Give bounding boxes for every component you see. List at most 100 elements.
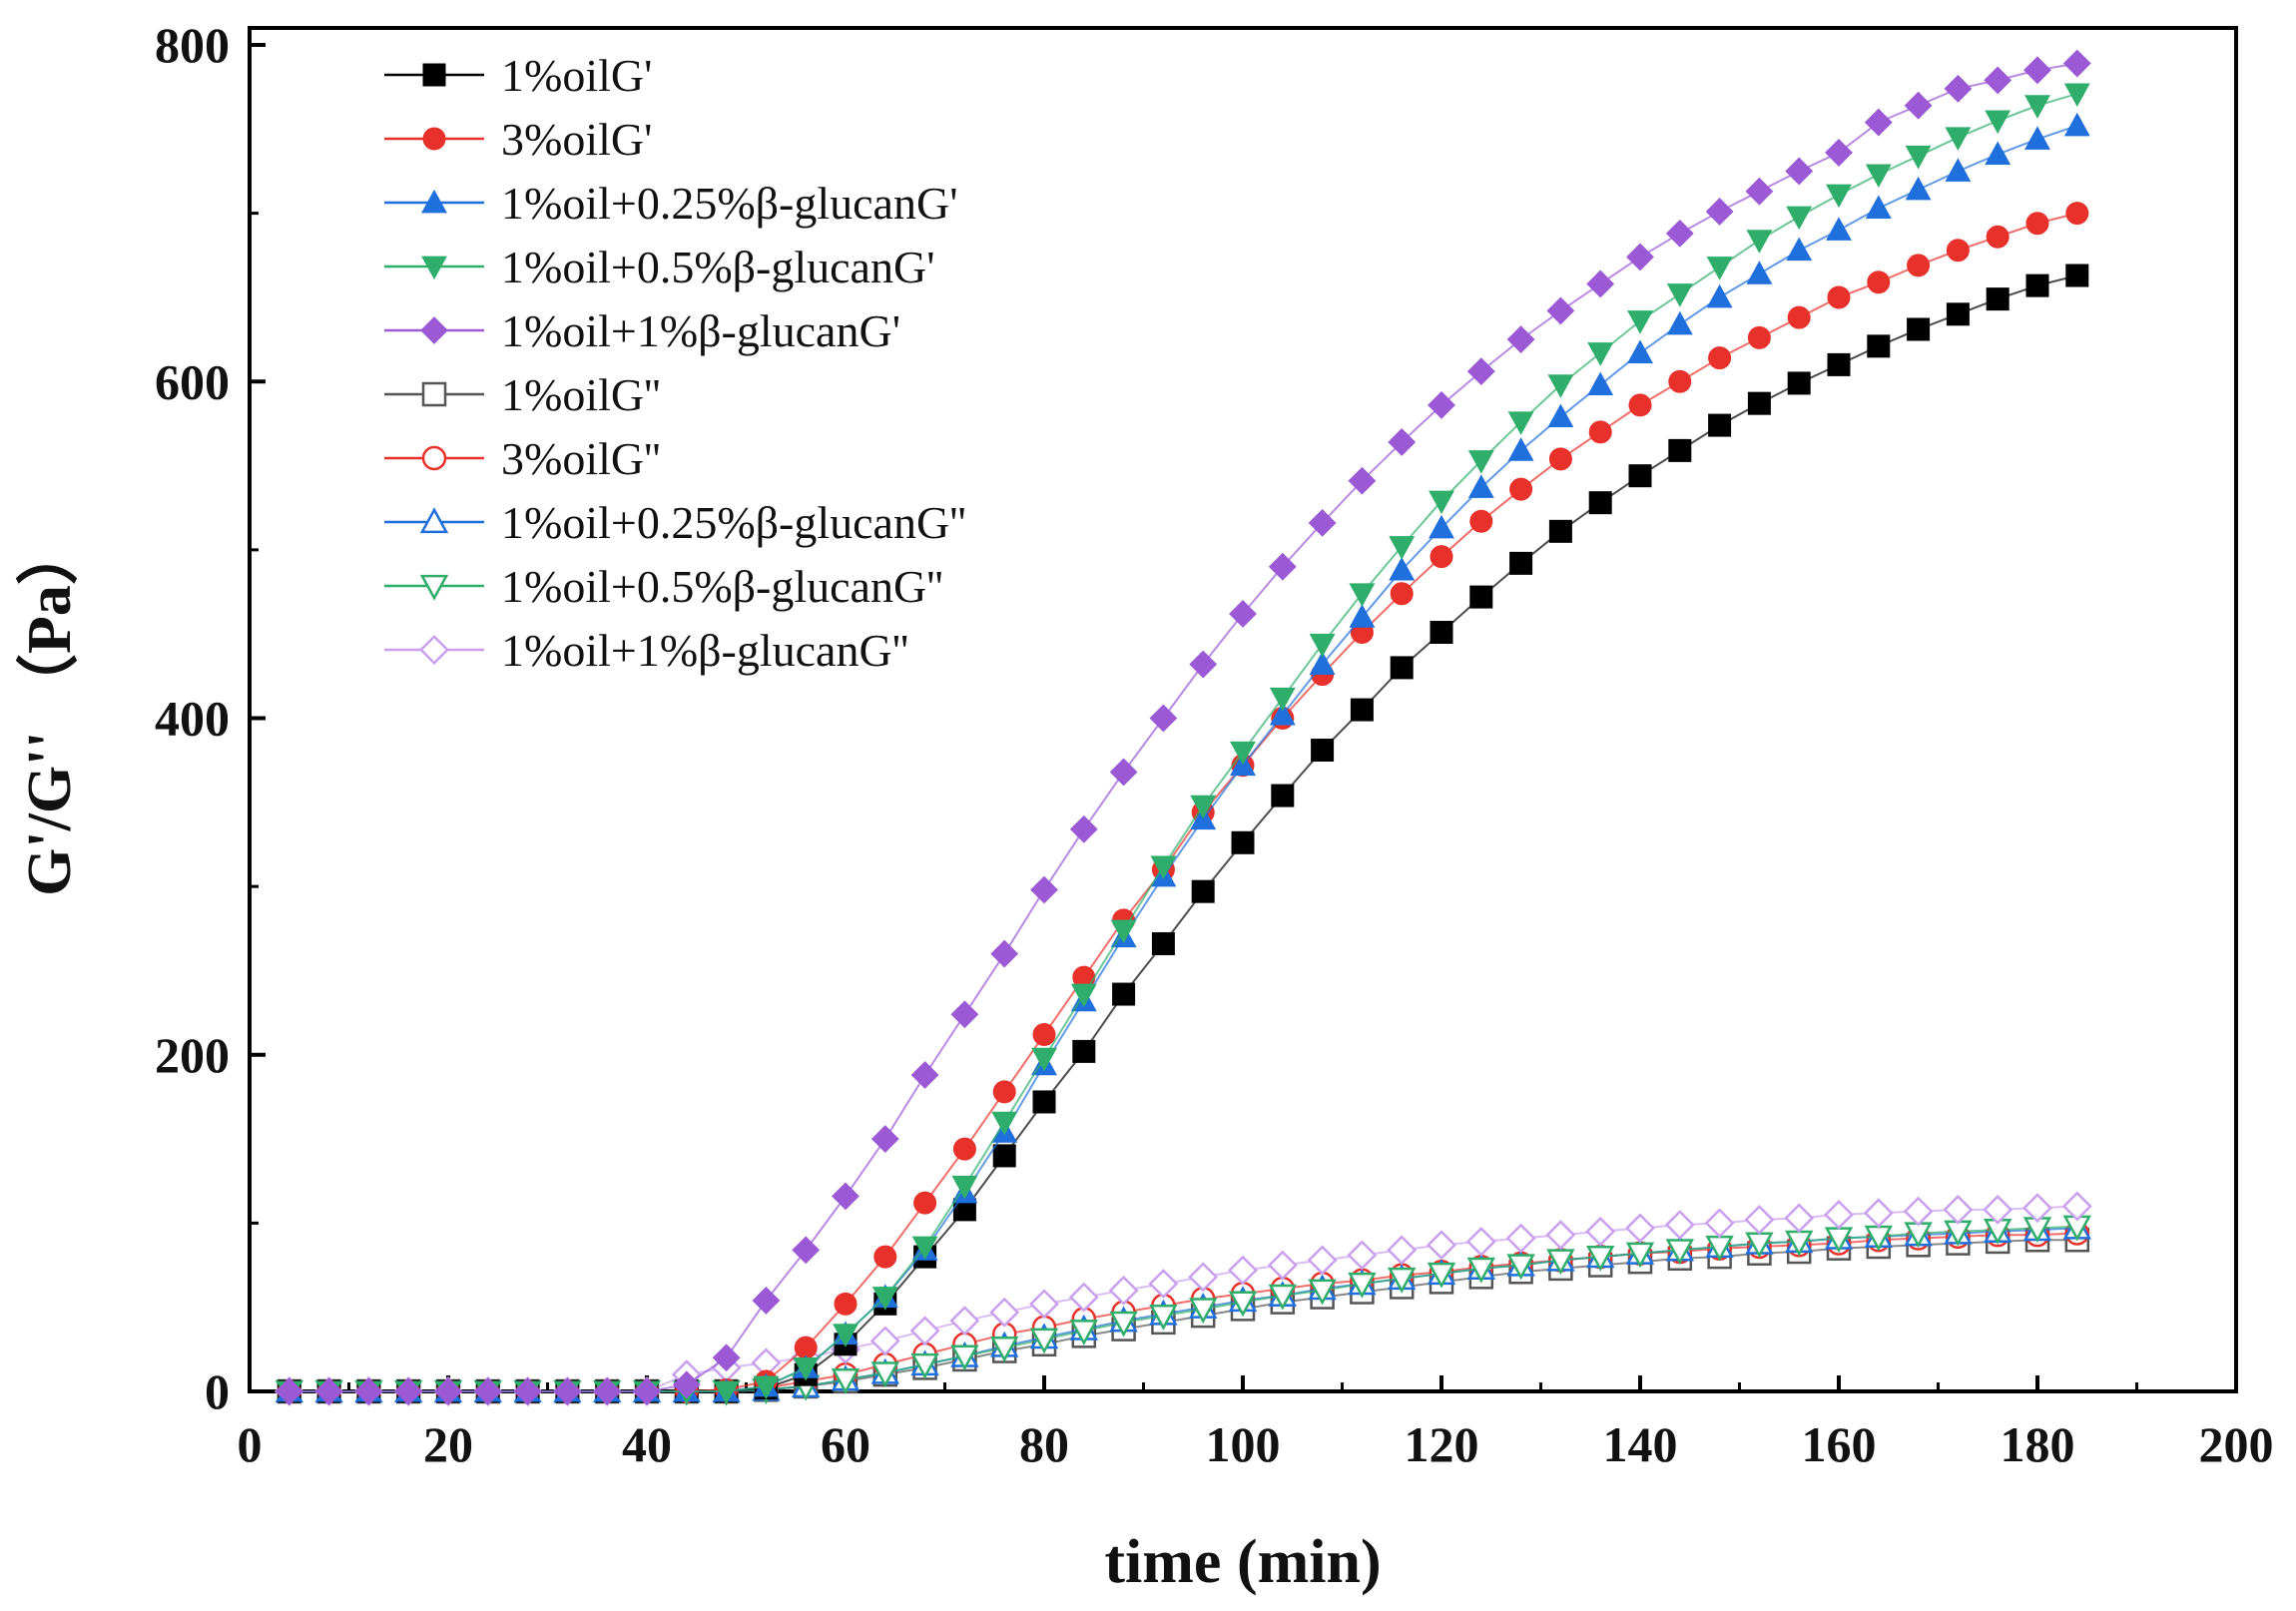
data-point: [1308, 508, 1337, 537]
data-point: [870, 1361, 900, 1388]
data-point: [1704, 1208, 1735, 1239]
data-point: [1945, 158, 1972, 182]
data-point: [1588, 491, 1612, 515]
data-point: [2063, 83, 2090, 108]
x-tick-label: 40: [622, 1416, 672, 1472]
data-point: [949, 1306, 980, 1337]
data-point: [1827, 352, 1851, 376]
data-point: [394, 1377, 423, 1405]
data-point: [833, 1324, 859, 1347]
data-point: [1747, 391, 1771, 415]
data-point: [1708, 413, 1732, 437]
y-tick-label: 0: [205, 1363, 230, 1419]
legend-marker: [421, 381, 447, 407]
data-point: [1865, 195, 1892, 219]
data-point: [1907, 254, 1931, 277]
data-point: [633, 1377, 661, 1405]
data-point: [1350, 698, 1374, 722]
data-point: [1824, 1199, 1854, 1230]
data-point: [275, 1377, 303, 1405]
data-point: [1665, 219, 1694, 248]
legend-label: 1%oil+0.25%β-glucanG'': [501, 497, 966, 548]
legend-marker: [421, 445, 447, 471]
legend-marker: [422, 63, 446, 87]
data-point: [1390, 656, 1414, 680]
data-point: [434, 1377, 462, 1405]
legend-item: 3%oilG'': [384, 433, 661, 484]
legend-marker: [422, 127, 446, 151]
data-point: [2025, 212, 2049, 236]
data-point: [2061, 1191, 2092, 1222]
data-point: [1309, 651, 1336, 675]
data-point: [1787, 305, 1811, 329]
axis-ticks: 0 20 40 60 80 100 120 140 160 180 200 0 200 400 600 800: [155, 17, 2274, 1472]
data-point: [910, 1352, 939, 1379]
data-point: [513, 1377, 542, 1405]
x-tick-label: 140: [1603, 1416, 1678, 1472]
data-point: [871, 1287, 898, 1311]
data-point: [1427, 1262, 1456, 1289]
data-point: [1864, 108, 1893, 137]
legend-label: 3%oilG'': [501, 433, 661, 484]
data-point: [1507, 411, 1534, 435]
x-axis-title: time (min): [1104, 1528, 1381, 1596]
data-point: [1506, 325, 1535, 354]
data-point: [1826, 217, 1852, 241]
data-point: [1188, 1262, 1219, 1293]
data-point: [1267, 1250, 1298, 1281]
data-point: [1469, 585, 1493, 609]
data-point: [1430, 545, 1453, 569]
data-point: [1626, 243, 1654, 271]
data-point: [873, 1245, 897, 1269]
data-point: [1349, 583, 1376, 607]
data-point: [1387, 1235, 1418, 1266]
legend-marker: [420, 316, 448, 344]
data-point: [951, 1175, 978, 1200]
data-point: [832, 1182, 860, 1211]
data-point: [834, 1292, 858, 1316]
data-point: [2023, 56, 2051, 85]
data-point: [1268, 552, 1297, 581]
x-tick-label: 160: [1802, 1416, 1877, 1472]
legend-label: 1%oil+0.5%β-glucanG': [501, 242, 934, 292]
data-point: [1666, 283, 1693, 307]
data-point: [1032, 1090, 1056, 1114]
data-point: [1585, 1245, 1615, 1272]
data-point: [1268, 1284, 1298, 1311]
data-point: [1347, 1240, 1378, 1271]
data-point: [1548, 519, 1572, 543]
legend-marker: [421, 256, 447, 280]
series-layer: [274, 49, 2092, 1406]
data-point: [1907, 317, 1931, 341]
data-point: [952, 1137, 976, 1161]
data-point: [553, 1377, 582, 1405]
legend-label: 3%oilG': [501, 114, 652, 165]
data-point: [1069, 814, 1098, 843]
data-point: [1863, 1198, 1894, 1229]
data-point: [1628, 464, 1652, 488]
data-point: [1746, 261, 1773, 284]
data-point: [1706, 283, 1733, 308]
data-point: [1188, 1298, 1218, 1325]
data-point: [752, 1287, 781, 1315]
data-point: [1505, 1223, 1536, 1254]
data-point: [2065, 264, 2089, 287]
legend-label: 1%oil+0.5%β-glucanG'': [501, 561, 943, 612]
data-point: [1745, 177, 1774, 206]
y-tick-label: 600: [155, 353, 230, 409]
data-point: [1786, 237, 1813, 262]
data-point: [1428, 390, 1455, 419]
data-point: [314, 1377, 343, 1405]
data-point: [1784, 1203, 1815, 1234]
data-point: [1668, 369, 1692, 393]
data-point: [1271, 784, 1295, 807]
data-point: [1429, 514, 1454, 539]
data-point: [1904, 91, 1933, 120]
data-point: [1867, 334, 1891, 358]
data-point: [2062, 49, 2091, 78]
data-point: [1149, 1304, 1178, 1331]
legend-marker: [419, 635, 449, 665]
x-tick-label: 20: [423, 1416, 473, 1472]
data-point: [1664, 1210, 1695, 1241]
data-point: [1826, 184, 1852, 209]
